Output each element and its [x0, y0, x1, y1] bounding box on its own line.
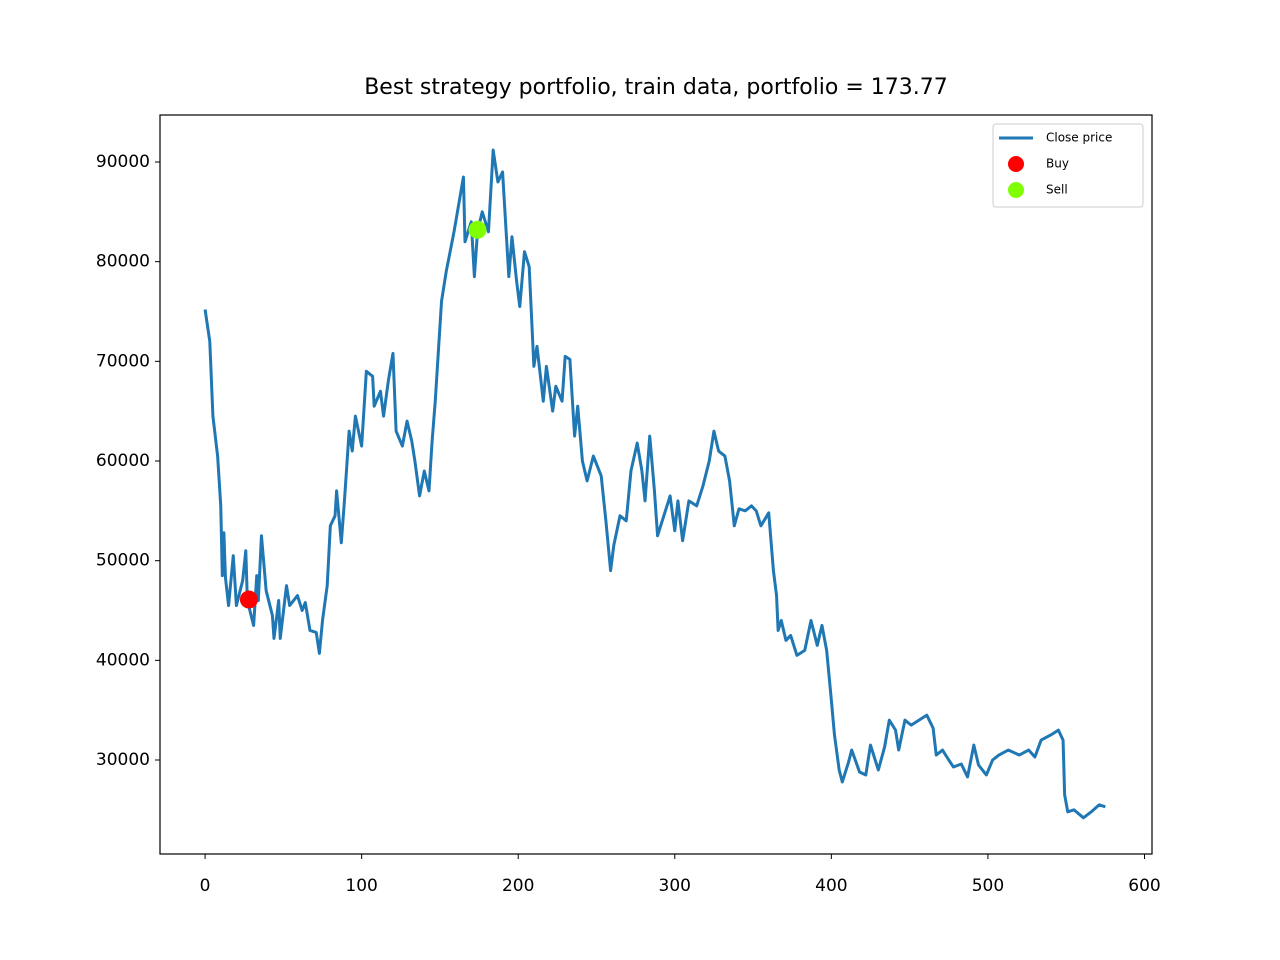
- x-tick-label: 600: [1128, 876, 1160, 896]
- price-line: [203, 148, 1106, 820]
- legend-label: Buy: [1046, 157, 1069, 171]
- legend-label: Sell: [1046, 183, 1068, 197]
- x-tick-label: 0: [200, 876, 211, 896]
- x-tick-label: 500: [972, 876, 1004, 896]
- y-tick-label: 70000: [96, 351, 150, 371]
- trade-marker: [468, 220, 487, 239]
- x-tick-label: 300: [659, 876, 691, 896]
- y-tick-label: 90000: [96, 152, 150, 172]
- plot-frame: [159, 114, 1153, 855]
- y-tick-label: 50000: [96, 551, 150, 571]
- y-tick-label: 80000: [96, 252, 150, 272]
- trade-marker: [239, 590, 258, 609]
- y-tick-label: 30000: [96, 750, 150, 770]
- chart-title: Best strategy portfolio, train data, por…: [364, 75, 948, 100]
- legend-label: Close price: [1046, 131, 1112, 145]
- legend-box: [992, 123, 1144, 208]
- x-tick-label: 100: [345, 876, 377, 896]
- legend-swatch: [1008, 156, 1024, 172]
- x-tick-label: 400: [815, 876, 847, 896]
- x-tick-label: 200: [502, 876, 534, 896]
- y-tick-label: 60000: [96, 451, 150, 471]
- legend-swatch: [1008, 182, 1024, 198]
- y-tick-label: 40000: [96, 650, 150, 670]
